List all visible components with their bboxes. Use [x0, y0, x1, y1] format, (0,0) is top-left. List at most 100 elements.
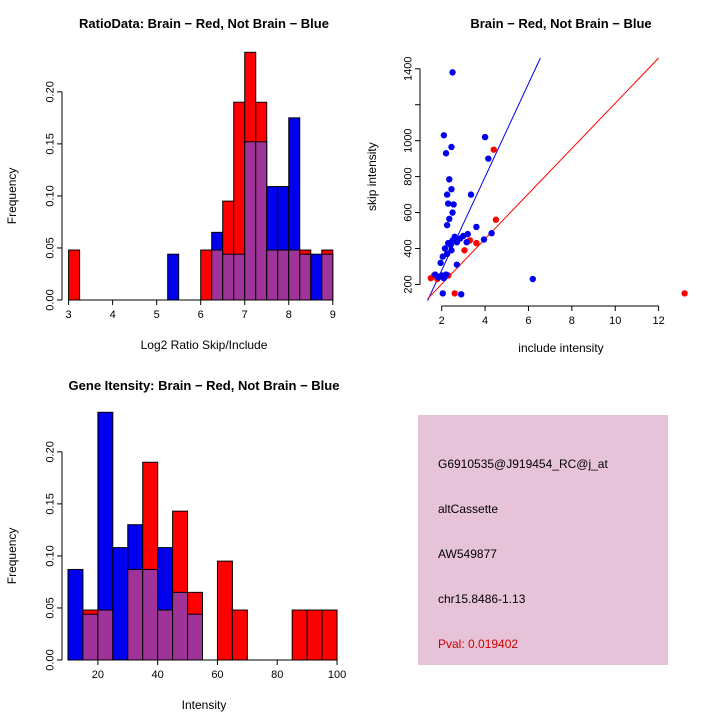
scatter-point	[441, 245, 449, 252]
x-tick-label: 100	[328, 669, 346, 681]
scatter-point	[461, 247, 468, 254]
scatter-point	[445, 200, 452, 207]
scatter-point	[451, 233, 458, 241]
x-tick-label: 3	[66, 309, 72, 321]
y-tick-label: 0.00	[45, 649, 57, 670]
y-tick-label: 0.10	[45, 185, 57, 206]
histogram-bar-overlap	[266, 249, 279, 301]
histogram-bar-overlap	[82, 613, 99, 661]
chart-title: Gene Itensity: Brain − Red, Not Brain − …	[69, 378, 340, 393]
accession-text: AW549877	[438, 547, 497, 561]
histogram-bar	[67, 568, 84, 661]
scatter-point	[443, 250, 451, 258]
histogram-bar-overlap	[299, 253, 312, 301]
histogram-bar-overlap	[157, 609, 174, 661]
histogram-bar-overlap	[233, 253, 246, 301]
scatter-point	[442, 150, 450, 157]
y-tick-label: 400	[403, 239, 415, 257]
y-tick-label: 0.05	[45, 237, 57, 258]
y-axis-label: Frequency	[5, 528, 19, 585]
scatter-point	[490, 146, 497, 153]
histogram-bar	[200, 249, 213, 301]
scatter-point	[448, 185, 455, 193]
histogram-bar-overlap	[288, 249, 301, 301]
brain-fit-line	[427, 57, 659, 300]
y-tick-label: 0.00	[45, 289, 57, 310]
chart-title: Brain − Red, Not Brain − Blue	[470, 16, 651, 31]
x-tick-label: 4	[482, 315, 488, 327]
ratio-histogram-chart: 3 4 5 6 7 8 9 0.00 0.05 0.10 0.15 0.20 RatioData: Br…	[5, 16, 336, 352]
y-tick-label: 0.15	[45, 493, 57, 514]
scatter-point	[451, 290, 458, 297]
scatter-point	[448, 143, 455, 151]
histogram-bar-overlap	[244, 141, 257, 301]
scatter-point	[481, 133, 489, 141]
scatter-point	[467, 191, 475, 198]
panel-intensity-scatter: 2 4 6 8 10 12 200 400 600 800 1000 1400 Brain − Red,…	[360, 0, 720, 360]
scatter-point	[473, 239, 480, 247]
scatter-point	[529, 275, 536, 283]
scatter-point	[492, 216, 500, 223]
panel-ratio-histogram: 3 4 5 6 7 8 9 0.00 0.05 0.10 0.15 0.20 RatioData: Br…	[0, 0, 360, 360]
pval-text: Pval: 0.019402	[438, 637, 519, 651]
scatter-point	[473, 223, 480, 231]
histogram-bar	[231, 609, 248, 661]
locus-text: chr15.8486-1.13	[438, 592, 526, 606]
histogram-bar	[310, 253, 323, 301]
y-tick-label: 200	[403, 275, 415, 293]
y-tick-label: 1400	[403, 57, 415, 81]
histogram-bar	[321, 609, 338, 661]
scatter-point	[449, 69, 456, 76]
x-axis-label: include intensity	[518, 341, 603, 355]
x-axis-label: Intensity	[182, 698, 227, 712]
scatter-point	[443, 191, 451, 198]
not-brain-fit-line	[427, 57, 541, 301]
histogram-bar	[68, 249, 81, 301]
x-tick-label: 8	[569, 315, 575, 327]
x-tick-label: 10	[609, 315, 621, 327]
x-tick-label: 6	[525, 315, 531, 327]
histogram-bar	[112, 547, 129, 661]
x-tick-label: 5	[154, 309, 160, 321]
x-axis-label: Log2 Ratio Skip/Include	[141, 338, 268, 352]
y-tick-label: 0.10	[45, 545, 57, 566]
scatter-point	[453, 261, 461, 268]
histogram-bar	[291, 609, 308, 661]
panel-gene-intensity-histogram: 20 40 60 80 100 0.00 0.05 0.10 0.15 0.20 Gene Iten…	[0, 360, 360, 720]
y-axis-label: skip intensity	[365, 142, 379, 211]
histogram-bar	[216, 560, 233, 661]
y-tick-label: 800	[403, 167, 415, 185]
intensity-scatter-chart: 2 4 6 8 10 12 200 400 600 800 1000 1400 Brain − Red,…	[365, 16, 688, 355]
scatter-point	[681, 290, 688, 297]
y-tick-label: 0.15	[45, 133, 57, 154]
x-tick-label: 6	[198, 309, 204, 321]
scatter-point	[485, 155, 492, 162]
gene-intensity-histogram-chart: 20 40 60 80 100 0.00 0.05 0.10 0.15 0.20 Gene Iten…	[5, 378, 346, 712]
histogram-bar-overlap	[172, 591, 189, 661]
scatter-point	[446, 215, 453, 223]
histogram-bar-overlap	[97, 609, 114, 661]
x-tick-label: 80	[271, 669, 283, 681]
scatter-point	[448, 247, 455, 254]
histogram-bar-overlap	[222, 253, 235, 301]
scatter-point	[440, 132, 448, 139]
scatter-point	[464, 230, 471, 238]
x-tick-label: 20	[92, 669, 104, 681]
splice-type-text: altCassette	[438, 502, 499, 516]
y-tick-label: 0.05	[45, 597, 57, 618]
x-tick-label: 7	[242, 309, 248, 321]
probe-id-text: G6910535@J919454_RC@j_at	[438, 457, 608, 471]
x-tick-label: 4	[110, 309, 116, 321]
histogram-bar-overlap	[142, 568, 159, 661]
y-tick-label: 0.20	[45, 81, 57, 102]
x-tick-label: 60	[211, 669, 223, 681]
scatter-point	[450, 201, 457, 208]
chart-title: RatioData: Brain − Red, Not Brain − Blue	[79, 16, 329, 31]
scatter-point	[488, 230, 495, 237]
panel-gene-info: G6910535@J919454_RC@j_at altCassette AW5…	[360, 360, 720, 720]
histogram-bar-overlap	[211, 249, 224, 301]
scatter-point	[449, 209, 456, 216]
scatter-point	[437, 259, 444, 267]
histogram-bar-overlap	[127, 568, 144, 661]
